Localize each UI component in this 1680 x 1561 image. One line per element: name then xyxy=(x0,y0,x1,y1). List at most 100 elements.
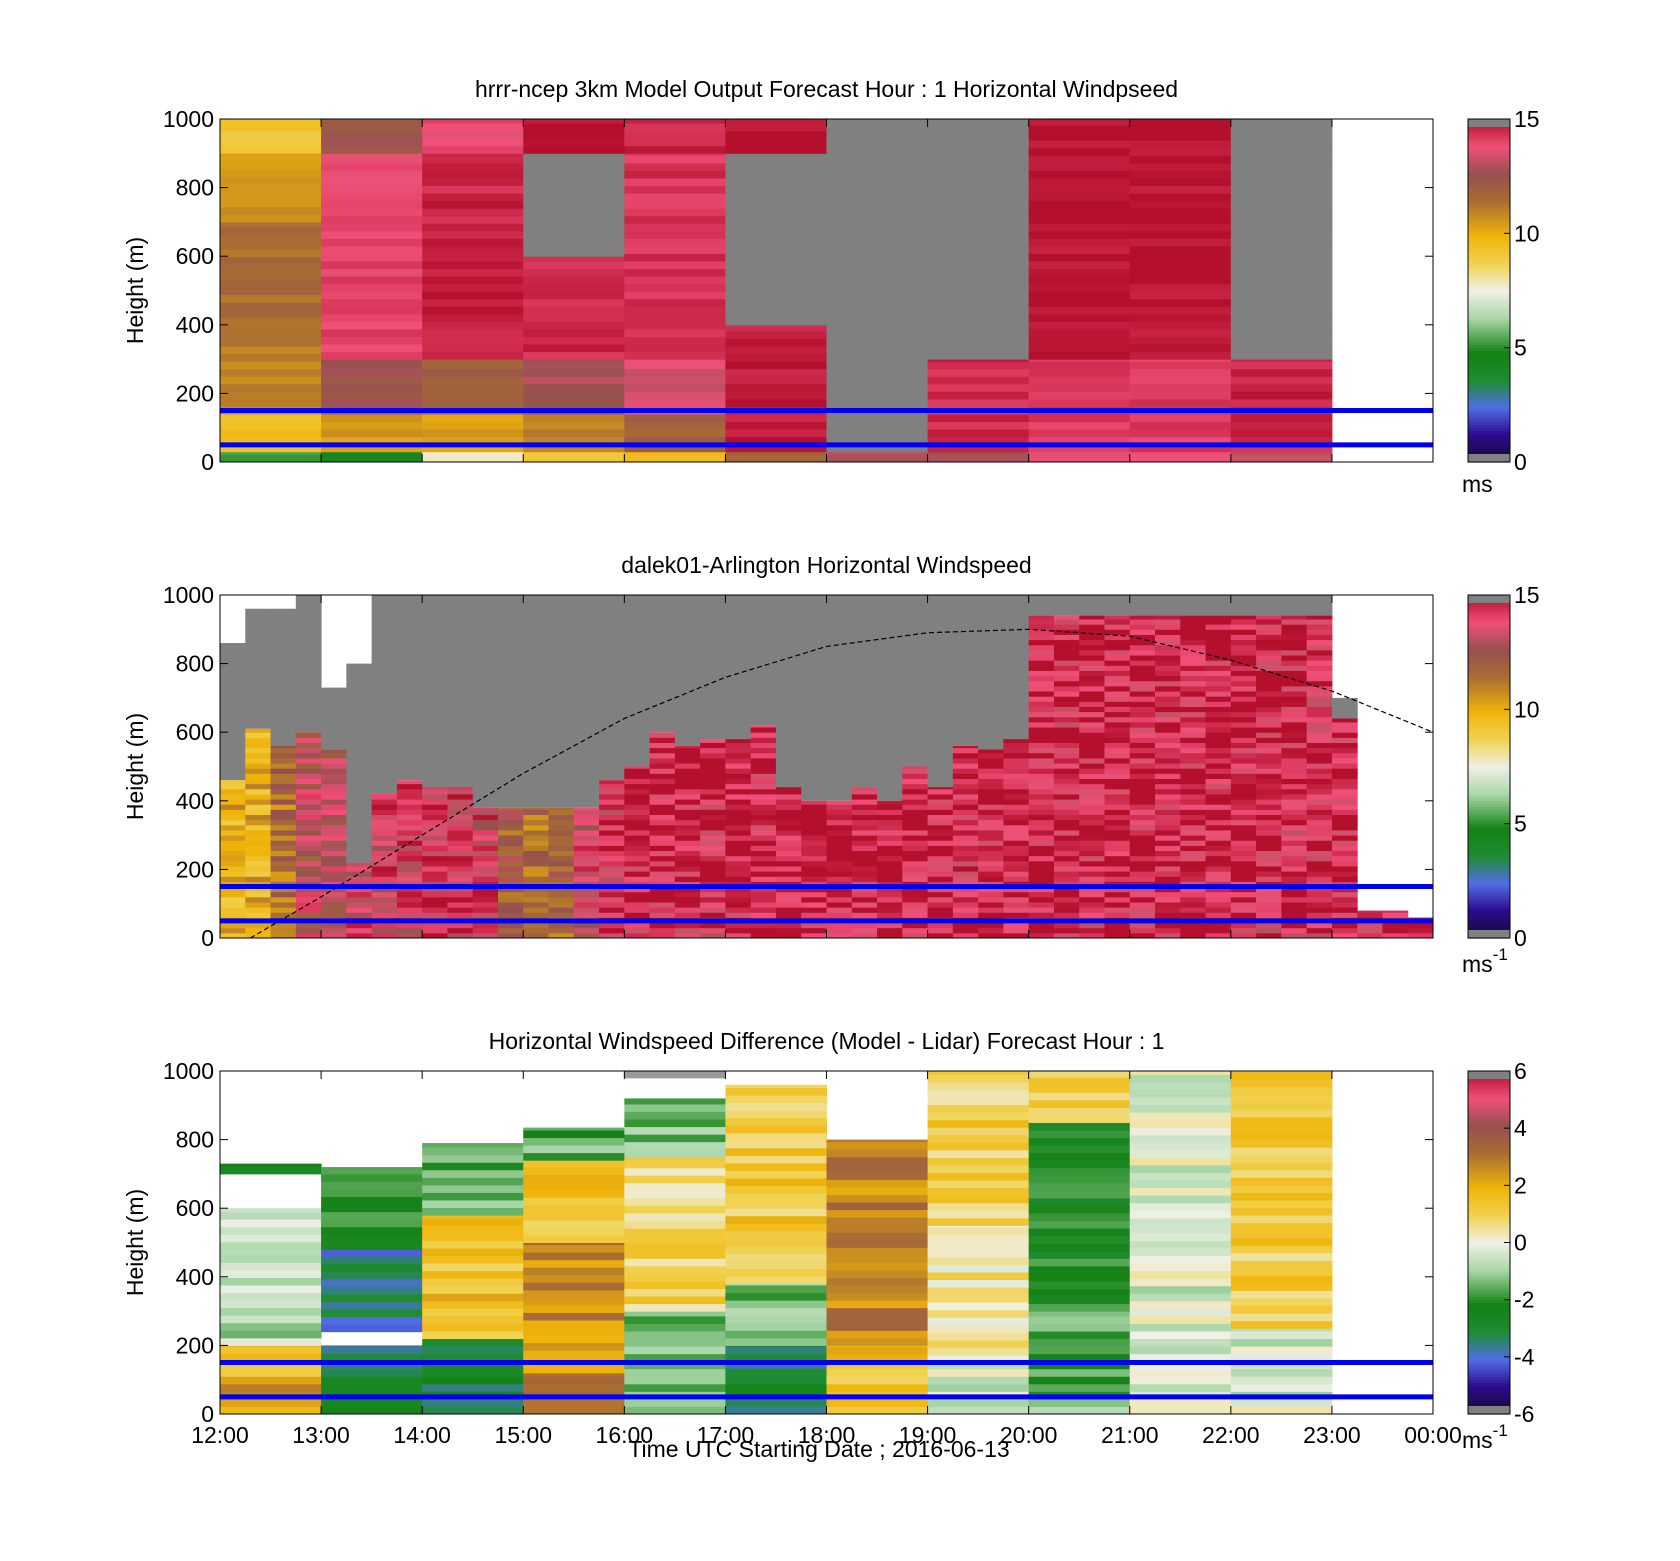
heatmap-cell xyxy=(220,932,246,939)
heatmap-cell xyxy=(826,1186,929,1195)
heatmap-cell xyxy=(624,783,651,790)
heatmap-cell xyxy=(548,922,575,929)
colorbar-swatch xyxy=(1468,1353,1510,1358)
heatmap-cell xyxy=(674,860,701,867)
heatmap-cell xyxy=(1129,804,1156,810)
heatmap-cell xyxy=(1053,665,1080,671)
heatmap-cell xyxy=(1230,391,1333,400)
heatmap-cell xyxy=(851,835,878,841)
heatmap-cell xyxy=(523,824,550,831)
heatmap-cell xyxy=(826,323,929,332)
heatmap-cell xyxy=(851,788,878,795)
heatmap-cell xyxy=(674,835,701,841)
heatmap-cell xyxy=(674,747,701,754)
heatmap-cell xyxy=(1331,788,1358,795)
heatmap-cell xyxy=(1155,655,1181,661)
heatmap-cell xyxy=(1028,321,1131,330)
heatmap-cell xyxy=(927,451,1030,455)
heatmap-cell xyxy=(1230,451,1333,455)
heatmap-cell xyxy=(1155,804,1181,810)
heatmap-cell xyxy=(321,1406,423,1415)
heatmap-cell xyxy=(220,176,322,185)
colorbar-swatch xyxy=(1468,917,1510,922)
heatmap-cell xyxy=(826,1202,929,1211)
heatmap-cell xyxy=(1129,125,1232,134)
heatmap-cell xyxy=(1306,804,1333,810)
heatmap-cell xyxy=(775,845,802,852)
heatmap-cell xyxy=(725,799,752,805)
heatmap-cell xyxy=(447,927,474,934)
heatmap-cell xyxy=(877,845,903,852)
heatmap-cell xyxy=(1028,1197,1131,1206)
heatmap-cell xyxy=(801,886,827,893)
heatmap-cell xyxy=(1079,615,1105,620)
heatmap-cell xyxy=(801,819,827,826)
heatmap-cell xyxy=(826,850,853,857)
heatmap-cell xyxy=(245,788,272,795)
heatmap-cell xyxy=(1281,901,1308,908)
heatmap-cell xyxy=(649,814,676,821)
colorbar-swatch xyxy=(1468,381,1510,386)
heatmap-cell xyxy=(1306,670,1333,677)
heatmap-cell xyxy=(1230,685,1257,692)
heatmap-cell xyxy=(422,383,524,392)
panel-2: dalek01-Arlington Horizontal Windspeed02… xyxy=(122,552,1540,977)
colorbar-swatch xyxy=(1468,199,1510,203)
heatmap-cell xyxy=(1104,922,1131,929)
heatmap-cell xyxy=(422,907,448,913)
heatmap-cell xyxy=(1230,398,1333,407)
colorbar-swatch xyxy=(1468,820,1510,825)
missing-data xyxy=(902,595,929,767)
heatmap-cell xyxy=(725,1261,827,1270)
heatmap-cell xyxy=(1230,328,1333,337)
colorbar-swatch xyxy=(1468,643,1510,648)
heatmap-cell xyxy=(1306,752,1333,759)
heatmap-cell xyxy=(826,180,929,189)
heatmap-cell xyxy=(321,804,347,810)
heatmap-cell xyxy=(1104,742,1131,749)
heatmap-cell xyxy=(927,147,1030,156)
heatmap-cell xyxy=(902,768,929,774)
heatmap-cell xyxy=(523,871,550,877)
heatmap-cell xyxy=(725,188,827,198)
heatmap-cell xyxy=(1028,147,1131,156)
heatmap-cell xyxy=(1230,809,1257,816)
heatmap-cell xyxy=(1230,804,1257,810)
heatmap-cell xyxy=(1256,850,1282,857)
heatmap-cell xyxy=(826,876,853,882)
heatmap-cell xyxy=(220,421,322,430)
x-axis-label: Time UTC Starting Date ; 2016-06-13 xyxy=(628,1436,1009,1462)
heatmap-cell xyxy=(1129,778,1156,785)
colorbar-swatch xyxy=(1468,843,1510,848)
colorbar-cap xyxy=(1468,595,1510,603)
heatmap-cell xyxy=(523,1137,625,1146)
heatmap-cell xyxy=(1155,685,1181,692)
heatmap-cell xyxy=(1129,193,1232,202)
heatmap-cell xyxy=(1129,752,1156,759)
heatmap-cell xyxy=(927,1332,1030,1341)
heatmap-cell xyxy=(725,804,752,810)
heatmap-cell xyxy=(1256,793,1282,800)
heatmap-cell xyxy=(725,752,752,759)
heatmap-cell xyxy=(649,855,676,862)
heatmap-cell xyxy=(1180,660,1207,666)
heatmap-cell xyxy=(927,140,1030,149)
heatmap-cell xyxy=(649,922,676,929)
heatmap-cell xyxy=(624,177,726,187)
heatmap-cell xyxy=(927,793,954,800)
heatmap-cell xyxy=(1230,675,1257,682)
heatmap-cell xyxy=(548,850,575,857)
heatmap-cell xyxy=(1104,696,1131,702)
heatmap-cell xyxy=(725,1345,827,1347)
heatmap-cell xyxy=(1180,757,1207,764)
heatmap-cell xyxy=(1256,685,1282,692)
colorbar-swatch xyxy=(1468,723,1510,728)
heatmap-cell xyxy=(321,328,423,337)
heatmap-cell xyxy=(775,907,802,913)
heatmap-cell xyxy=(1028,313,1131,322)
colorbar-swatch xyxy=(1468,264,1510,269)
heatmap-cell xyxy=(1028,907,1055,913)
missing-data xyxy=(750,595,777,726)
heatmap-cell xyxy=(1230,1071,1333,1080)
heatmap-cell xyxy=(1104,799,1131,805)
